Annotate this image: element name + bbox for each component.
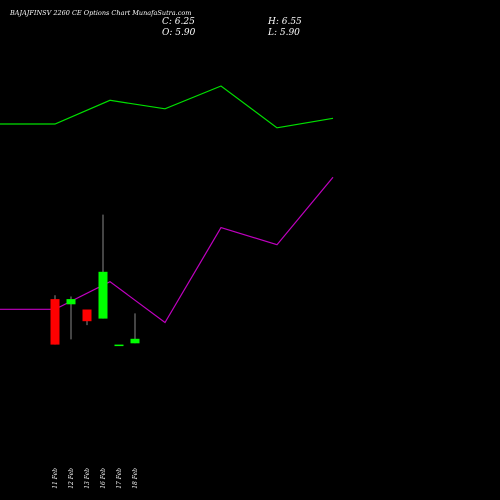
candle-body-2 [82,309,92,322]
x-tick-label-3: 16 Feb [100,468,107,489]
candle-5 [130,313,140,344]
candle-1 [66,296,76,340]
low-value: L: 5.90 [268,28,300,38]
x-tick-label-4: 17 Feb [116,468,123,489]
candle-body-0 [50,299,60,345]
x-tick-label-1: 12 Feb [68,468,75,489]
chart-title: BAJAJFINSV 2260 CE Options Chart MunafaS… [10,9,192,17]
candle-4 [114,344,124,347]
open-value: O: 5.90 [162,28,196,38]
x-tick-label-0: 11 Feb [52,468,59,489]
x-tick-label-2: 13 Feb [84,468,91,489]
candle-0 [50,295,60,345]
candle-body-4 [114,344,124,347]
candles [50,214,140,347]
candle-body-5 [130,338,140,344]
close-value: C: 6.25 [162,17,195,27]
line-series-0 [0,85,334,129]
candle-body-3 [98,271,108,319]
candle-3 [98,214,108,319]
x-tick-label-5: 18 Feb [132,468,139,489]
indicator-lines [0,85,334,324]
candle-2 [82,309,92,326]
line-series-1 [0,176,334,324]
high-value: H: 6.55 [268,17,302,27]
candle-body-1 [66,299,76,305]
x-axis-ticks: 11 Feb 12 Feb 13 Feb 16 Feb 17 Feb 18 Feb [52,468,139,489]
